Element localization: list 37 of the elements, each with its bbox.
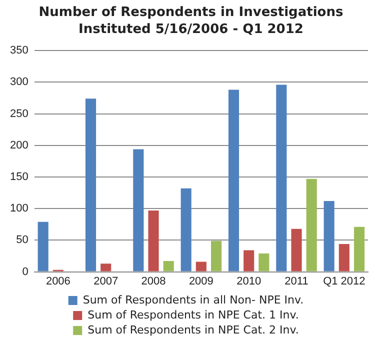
y-tick-label: 300 bbox=[10, 76, 28, 88]
x-tick-label: 2008 bbox=[141, 275, 166, 288]
bar bbox=[276, 84, 287, 272]
bar bbox=[258, 253, 270, 272]
bar bbox=[291, 228, 302, 272]
bar bbox=[306, 178, 317, 272]
bar bbox=[148, 210, 159, 272]
legend-label: Sum of Respondents in NPE Cat. 1 Inv. bbox=[88, 308, 299, 322]
y-tick-label: 150 bbox=[10, 171, 28, 184]
bar bbox=[100, 264, 112, 272]
y-tick-label: 0 bbox=[22, 266, 28, 278]
bar bbox=[163, 261, 174, 272]
y-tick-label: 250 bbox=[10, 108, 28, 120]
bar bbox=[244, 250, 254, 272]
bar bbox=[133, 149, 144, 272]
x-tick-label: 2006 bbox=[46, 275, 70, 288]
bar bbox=[210, 240, 222, 272]
x-tick-label: Q1 2012 bbox=[323, 275, 366, 288]
x-tick-label: 2009 bbox=[188, 275, 214, 288]
chart-title: Number of Respondents in Investigations Instituted 5/16/2006 - Q1 2012 bbox=[38, 4, 344, 38]
x-tick-label: 2007 bbox=[94, 275, 118, 288]
bar bbox=[228, 90, 240, 272]
legend-label: Sum of Respondents in all Non- NPE Inv. bbox=[82, 293, 304, 306]
y-tick-label: 100 bbox=[10, 202, 28, 215]
legend-label: Sum of Respondents in NPE Cat. 2 Inv. bbox=[88, 323, 299, 336]
x-tick-label: 2010 bbox=[236, 275, 262, 288]
y-tick-label: 200 bbox=[10, 139, 28, 152]
bar bbox=[38, 222, 48, 272]
bar bbox=[196, 262, 206, 272]
y-tick-label: 350 bbox=[10, 44, 28, 57]
y-tick-label: 50 bbox=[16, 234, 28, 246]
bar bbox=[354, 226, 365, 272]
bar bbox=[180, 188, 192, 272]
x-tick-label: 2011 bbox=[284, 275, 308, 288]
bar bbox=[338, 244, 350, 272]
bar bbox=[85, 98, 96, 272]
bar bbox=[324, 201, 334, 272]
